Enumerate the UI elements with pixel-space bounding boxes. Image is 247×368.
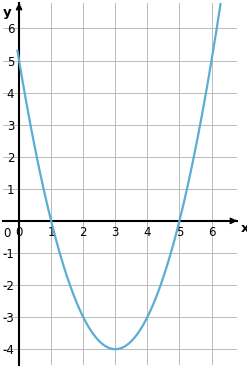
Text: x: x: [240, 222, 247, 236]
Text: 0: 0: [3, 227, 11, 240]
Text: y: y: [2, 6, 11, 19]
